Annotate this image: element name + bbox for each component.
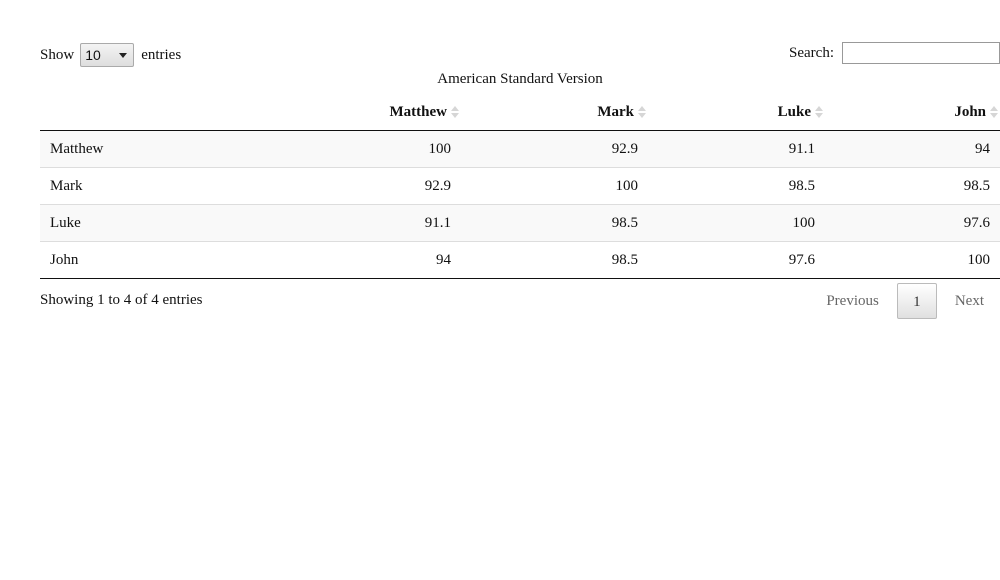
column-header-label: Matthew	[389, 103, 447, 120]
column-header-luke[interactable]: Luke	[648, 94, 825, 131]
search-label: Search:	[789, 44, 834, 61]
table-controls: Show 10 entries Search:	[40, 42, 1000, 72]
table-cell: 100	[825, 241, 1000, 279]
table-info: Showing 1 to 4 of 4 entries	[40, 292, 203, 308]
table-cell: 98.5	[461, 204, 648, 242]
table-cell: 92.9	[276, 167, 461, 205]
table-row: Matthew 100 92.9 91.1 94	[40, 130, 1000, 168]
table-cell: 92.9	[461, 130, 648, 168]
table-cell: 97.6	[825, 204, 1000, 242]
table-cell: 98.5	[648, 167, 825, 205]
row-label-cell: Mark	[40, 167, 276, 205]
table-cell: 94	[825, 130, 1000, 168]
column-header-mark[interactable]: Mark	[461, 94, 648, 131]
search-filter: Search:	[789, 42, 1000, 64]
column-header-matthew[interactable]: Matthew	[276, 94, 461, 131]
previous-page-button[interactable]: Previous	[826, 293, 879, 309]
row-header-cell	[40, 94, 276, 131]
table-row: Luke 91.1 98.5 100 97.6	[40, 204, 1000, 242]
page-length-select[interactable]: 10	[80, 43, 135, 67]
search-input[interactable]	[842, 42, 1000, 64]
table-caption: American Standard Version	[437, 71, 603, 87]
data-table: Matthew Mark Luke John	[40, 94, 1000, 279]
table-row: John 94 98.5 97.6 100	[40, 241, 1000, 279]
table-header-row: Matthew Mark Luke John	[40, 94, 1000, 131]
table-row: Mark 92.9 100 98.5 98.5	[40, 167, 1000, 205]
table-cell: 98.5	[825, 167, 1000, 205]
row-label-cell: Matthew	[40, 130, 276, 168]
page-1-button[interactable]: 1	[896, 283, 937, 319]
column-header-label: Mark	[597, 103, 634, 120]
pagination: Previous 1 Next	[810, 283, 1000, 319]
table-cell: 97.6	[648, 241, 825, 279]
table-cell: 91.1	[648, 130, 825, 168]
sort-both-icon	[990, 106, 998, 118]
sort-both-icon	[815, 106, 823, 118]
row-label-cell: Luke	[40, 204, 276, 242]
sort-both-icon	[638, 106, 646, 118]
chevron-down-icon	[119, 52, 128, 58]
next-page-button[interactable]: Next	[954, 293, 984, 309]
length-menu: Show 10 entries	[40, 43, 181, 67]
show-label: Show	[40, 46, 75, 63]
column-header-john[interactable]: John	[825, 94, 1000, 131]
table-cell: 100	[461, 167, 648, 205]
table-cell: 94	[276, 241, 461, 279]
table-cell: 100	[648, 204, 825, 242]
page-length-value: 10	[85, 47, 101, 63]
table-cell: 91.1	[276, 204, 461, 242]
sort-both-icon	[451, 106, 459, 118]
table-cell: 98.5	[461, 241, 648, 279]
column-header-label: Luke	[777, 103, 811, 120]
entries-label: entries	[141, 46, 182, 63]
column-header-label: John	[954, 103, 986, 120]
table-cell: 100	[276, 130, 461, 168]
row-label-cell: John	[40, 241, 276, 279]
